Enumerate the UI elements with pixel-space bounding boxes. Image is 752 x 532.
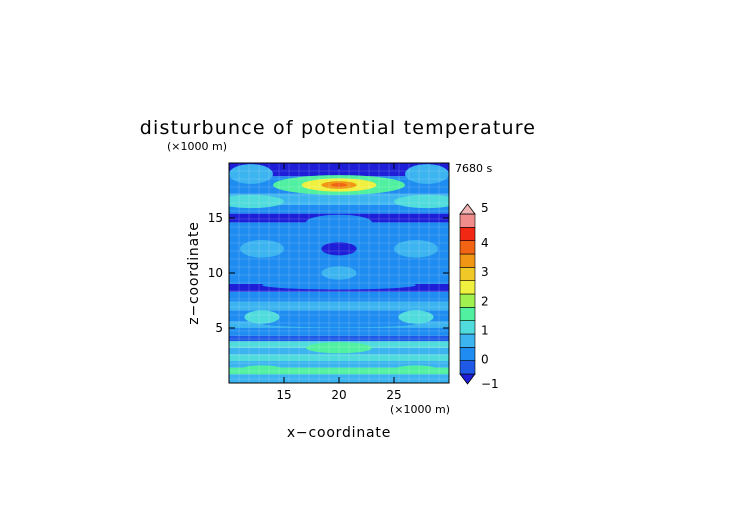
- y-tick-label: 15: [208, 211, 223, 225]
- time-label: 7680 s: [455, 162, 492, 175]
- plot-area: [229, 163, 449, 383]
- colorbar-tick-label: 1: [481, 323, 489, 337]
- field-band-15: [229, 204, 449, 214]
- field-feature-14: [262, 280, 416, 290]
- colorbar-segment: [459, 293, 476, 308]
- y-tick-label: 10: [208, 266, 223, 280]
- x-tick-label: 15: [276, 388, 291, 402]
- x-axis-label: x−coordinate: [287, 425, 391, 441]
- field-band-16: [229, 193, 449, 205]
- plot-grid: [229, 163, 449, 383]
- colorbar-segment: [459, 347, 476, 361]
- y-tick-label: 5: [215, 321, 223, 335]
- colorbar-segment: [459, 253, 476, 268]
- field-band-10: [229, 301, 449, 311]
- x-tick-label: 20: [331, 388, 346, 402]
- field-feature-20: [394, 365, 438, 375]
- field-band-7: [229, 328, 449, 336]
- chart-title: disturbunce of potential temperature: [140, 117, 536, 139]
- colorbar-tick-label: 5: [481, 201, 489, 215]
- colorbar-tick-label: 3: [481, 265, 489, 279]
- field-feature-16: [244, 310, 280, 324]
- colorbar-tick-label: 2: [481, 294, 489, 308]
- colorbar-segment: [459, 240, 476, 255]
- field-band-11: [229, 291, 449, 302]
- field-feature-3: [331, 183, 347, 187]
- field-band-2: [229, 361, 449, 368]
- field-feature-4: [229, 194, 284, 209]
- colorbar-segment: [459, 320, 476, 335]
- x-axis-unit: (×1000 m): [390, 403, 450, 416]
- field-feature-13: [321, 266, 357, 280]
- axes: 15 20 25 5 10 15: [208, 163, 449, 402]
- field-band-3: [229, 354, 449, 361]
- colorbar-tick-label: −1: [481, 377, 499, 391]
- colorbar-segment: [459, 360, 476, 375]
- colorbar-extend-high: [459, 203, 476, 215]
- colorbar-segment: [459, 267, 476, 281]
- colorbar-segment: [459, 213, 476, 228]
- field-feature-15: [262, 319, 416, 328]
- field-feature-12: [394, 240, 438, 258]
- colorbar-segment: [459, 280, 476, 295]
- field-band-6: [229, 335, 449, 342]
- colorbar-extend-low: [459, 373, 476, 385]
- field-feature-8: [306, 214, 372, 231]
- field-feature-19: [240, 365, 284, 375]
- colorbar: −1 0 1 2 3 4 5: [459, 201, 499, 391]
- colorbar-segment: [459, 333, 476, 348]
- y-axis-label: z−coordinate: [186, 221, 202, 324]
- colorbar-tick-label: 4: [481, 236, 489, 250]
- field-band-9: [229, 310, 449, 322]
- colorbar-segment: [459, 307, 476, 321]
- field-feature-18: [306, 342, 372, 354]
- field-feature-10: [321, 242, 357, 256]
- y-axis-unit: (×1000 m): [167, 140, 227, 153]
- field-feature-17: [398, 310, 434, 324]
- x-tick-label: 25: [386, 388, 401, 402]
- field-feature-6: [229, 164, 273, 184]
- field-feature-7: [405, 164, 449, 184]
- colorbar-segment: [459, 227, 476, 241]
- field-feature-11: [240, 240, 284, 258]
- colorbar-tick-label: 0: [481, 352, 489, 366]
- field-band-1: [229, 367, 449, 375]
- field-feature-5: [394, 194, 449, 209]
